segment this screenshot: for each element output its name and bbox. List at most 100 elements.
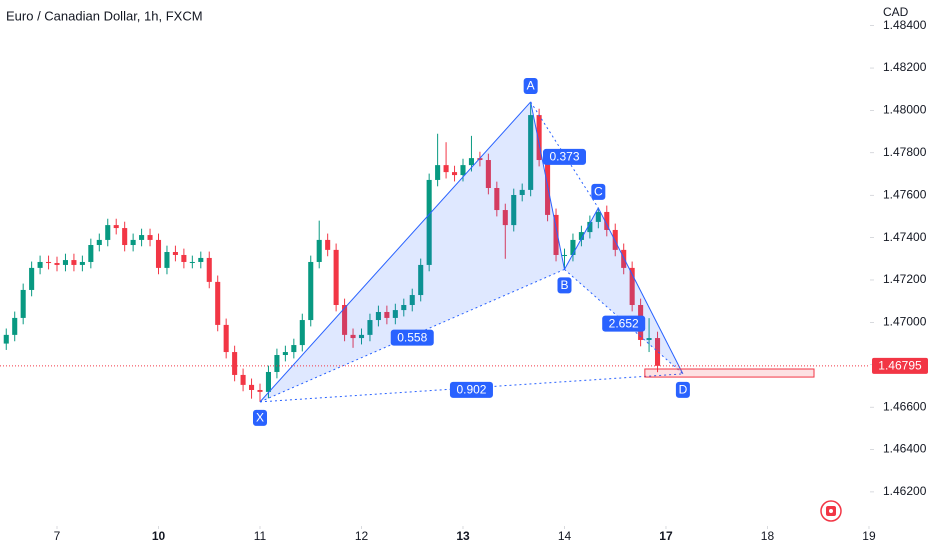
candle-body (155, 239, 162, 268)
y-tick-label: 1.47600 (883, 187, 927, 201)
candle-body (646, 338, 652, 340)
candle-body (189, 261, 195, 263)
pattern-fill (564, 207, 683, 374)
candle-body (122, 228, 128, 246)
candle-body (3, 334, 9, 344)
x-tick-label: 7 (54, 529, 61, 543)
pattern-line (259, 101, 532, 403)
candle-body (29, 267, 35, 290)
pattern-fill (260, 101, 565, 402)
candle-body (409, 295, 415, 305)
y-tick-label: 1.46200 (883, 484, 927, 498)
candle-body (621, 249, 627, 268)
candle-body (595, 211, 601, 222)
candle-body (105, 225, 111, 240)
target-zone (644, 368, 815, 378)
candle-body (654, 338, 661, 366)
last-price-label: 1.46795 (878, 358, 922, 372)
candle-body (215, 281, 221, 325)
candle-body (79, 261, 85, 265)
pattern-point-label-box (557, 277, 572, 294)
candle-body (418, 264, 424, 296)
pattern-point-label: D (679, 383, 688, 397)
pattern-point-label-box (523, 77, 538, 94)
pattern-ratio-label: 0.373 (549, 150, 579, 164)
candle-body (392, 310, 398, 318)
candle-body (316, 239, 322, 262)
candle-body (485, 160, 491, 188)
candle-body (561, 254, 568, 256)
candle-body (604, 211, 610, 230)
candle-body (147, 235, 153, 240)
pattern-line (530, 101, 565, 270)
pattern-point-label: X (256, 411, 264, 425)
x-tick-label: 13 (456, 529, 470, 543)
candle-body (71, 260, 77, 265)
candle-body (54, 263, 60, 265)
y-tick-label: 1.47000 (883, 315, 927, 329)
candle-body (494, 187, 500, 211)
candle-body (96, 239, 102, 246)
candle-body (528, 115, 534, 190)
pattern-ratio-label-box (390, 329, 434, 346)
candle-body (308, 261, 314, 321)
y-tick-label: 1.46600 (883, 399, 927, 413)
pattern-point-label: B (560, 278, 568, 292)
pattern-ratio-label: 0.902 (456, 383, 486, 397)
y-tick-label: 1.48400 (883, 18, 927, 32)
pattern-ratio-label: 2.652 (609, 316, 639, 330)
x-tick-label: 19 (862, 529, 876, 543)
candle-body (401, 304, 407, 311)
last-price-box (872, 357, 928, 374)
candle-body (375, 311, 381, 321)
pattern-ratio-label-box (449, 381, 493, 398)
x-tick-label: 17 (659, 529, 673, 543)
candle-body (37, 261, 43, 268)
x-tick-label: 18 (761, 529, 775, 543)
chart-title: Euro / Canadian Dollar, 1h, FXCM (6, 8, 203, 23)
flag-icon (820, 500, 842, 522)
candle-body (333, 249, 339, 305)
candle-body (502, 210, 508, 226)
candle-body (206, 257, 212, 282)
candle-body (12, 317, 18, 335)
pattern-ratio-label: 0.558 (397, 330, 427, 344)
candle-body (426, 179, 432, 265)
pattern-dotted-line (564, 269, 684, 375)
candle-body (460, 165, 466, 176)
candle-body (181, 254, 187, 262)
pattern-point-label-box (675, 381, 690, 398)
pattern-point-label: A (527, 79, 535, 93)
candle-body (612, 229, 618, 250)
x-tick-label: 12 (355, 529, 369, 543)
candle-body (291, 345, 297, 353)
candle-body (46, 261, 52, 264)
candle-body (536, 115, 542, 161)
candle-body (553, 214, 559, 255)
candle-body (587, 221, 593, 233)
candle-body (20, 289, 26, 318)
candle-body (164, 252, 170, 268)
candle-body (265, 371, 271, 392)
pattern-point-label-box (253, 409, 268, 426)
candle-body (249, 384, 255, 390)
candle-body (88, 245, 94, 262)
y-tick-label: 1.46400 (883, 442, 927, 456)
candle-body (62, 260, 69, 265)
candle-body (452, 172, 458, 176)
candle-body (443, 165, 449, 173)
candle-body (113, 225, 119, 229)
candle-body (384, 311, 390, 318)
candle-body (198, 257, 204, 262)
candle-body (358, 334, 365, 339)
candle-body (130, 239, 136, 246)
x-tick-label: 10 (152, 529, 166, 543)
candle-body (468, 158, 474, 166)
pattern-point-label: C (594, 185, 603, 199)
candle-body (350, 334, 356, 339)
candle-body (232, 352, 238, 375)
candle-body (257, 389, 263, 392)
